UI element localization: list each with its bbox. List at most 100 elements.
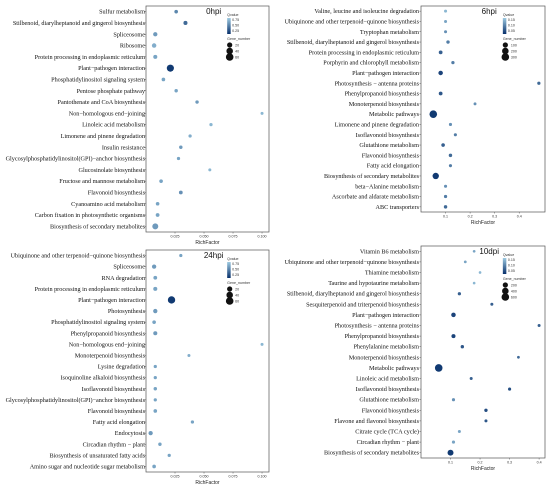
data-point bbox=[451, 334, 456, 339]
term-label: Ubiquinone and other terpenoid−quinone b… bbox=[285, 18, 420, 25]
data-point bbox=[167, 296, 176, 304]
data-point bbox=[484, 408, 488, 412]
term-label: Ubiquinone and other terpenoid−quinone b… bbox=[11, 253, 146, 260]
x-tick-label: 0.025 bbox=[171, 235, 180, 239]
data-point bbox=[448, 164, 453, 168]
gene-legend-dot bbox=[225, 297, 234, 305]
qvalue-tick: 0.15 bbox=[508, 18, 515, 22]
data-point bbox=[451, 440, 456, 444]
data-point bbox=[153, 398, 157, 402]
gene-legend-label: 200 bbox=[511, 49, 517, 53]
panel-title: 6hpi bbox=[482, 7, 497, 16]
x-tick-label: 0.4 bbox=[517, 215, 522, 219]
qvalue-legend-title: Qvalue bbox=[503, 253, 514, 257]
gene-legend-dot bbox=[502, 282, 508, 288]
data-point bbox=[537, 323, 541, 328]
gene-legend-label: 300 bbox=[511, 55, 517, 59]
qvalue-tick: 0.05 bbox=[508, 29, 515, 33]
data-point bbox=[260, 111, 264, 115]
data-point bbox=[187, 353, 191, 357]
qvalue-tick: 0.10 bbox=[508, 264, 515, 268]
x-tick-label: 0.050 bbox=[200, 475, 209, 479]
term-label: Flavonoid biosynthesis bbox=[88, 408, 146, 415]
gene-legend-label: 40 bbox=[235, 293, 239, 297]
gene-legend-dot bbox=[501, 53, 510, 61]
term-label: Plant−pathogen interaction bbox=[352, 312, 419, 319]
term-label: Carbon fixation in photosynthetic organi… bbox=[35, 212, 146, 219]
data-point bbox=[478, 271, 482, 274]
data-point bbox=[179, 145, 183, 149]
data-point bbox=[152, 223, 159, 230]
term-label: Linoleic acid metabolism bbox=[82, 122, 145, 129]
qvalue-colorbar bbox=[227, 18, 231, 34]
data-point bbox=[432, 172, 439, 180]
term-label: Amino sugar and nucleotide sugar metabol… bbox=[30, 463, 145, 470]
data-point bbox=[153, 54, 158, 59]
data-point bbox=[148, 431, 153, 436]
gene-number-legend: Gene_number 200 400 600 bbox=[501, 277, 527, 301]
qvalue-tick: 0.25 bbox=[232, 29, 239, 33]
term-label: Endocytosis bbox=[115, 430, 146, 437]
data-point bbox=[457, 292, 462, 296]
qvalue-colorbar bbox=[227, 262, 231, 278]
term-label: Stilbenoid, diarylheptanoid and gingerol… bbox=[287, 291, 420, 298]
term-label: Flavone and flavonol biosynthesis bbox=[334, 418, 419, 425]
x-tick-label: 0.025 bbox=[171, 475, 180, 479]
data-point bbox=[463, 260, 467, 264]
term-label: Phenylpropanoid biosynthesis bbox=[71, 330, 146, 337]
gene-legend-dot bbox=[501, 293, 510, 301]
x-tick-label: 0.050 bbox=[200, 235, 209, 239]
term-label: Insulin resistance bbox=[102, 144, 145, 151]
panel-6hpi: 6hpi Valine, leucine and isoleucine degra… bbox=[285, 5, 546, 226]
term-label: Isoflavonoid biosynthesis bbox=[82, 386, 146, 393]
term-label: Flavonoid biosynthesis bbox=[362, 407, 420, 414]
gene-legend-label: 40 bbox=[235, 49, 239, 53]
data-point bbox=[178, 190, 183, 195]
term-label: Lysine degradation bbox=[98, 364, 145, 371]
data-point bbox=[434, 364, 443, 372]
data-point bbox=[444, 30, 448, 34]
term-label: Biosynthesis of secondary metabolites bbox=[50, 223, 146, 230]
term-label: Monoterpenoid biosynthesis bbox=[75, 352, 146, 359]
x-tick-label: 0.2 bbox=[478, 461, 483, 465]
term-label: Spliceosome bbox=[113, 31, 145, 38]
term-label: Phenylpropanoid biosynthesis bbox=[345, 333, 420, 340]
term-label: Sulfur metabolism bbox=[99, 9, 145, 16]
gene-legend-label: 60 bbox=[235, 299, 239, 303]
data-point bbox=[517, 355, 520, 359]
term-label: Fructose and mannose metabolism bbox=[59, 178, 145, 185]
term-label: Biosynthesis of unsaturated fatty acids bbox=[49, 452, 145, 459]
data-point bbox=[490, 302, 494, 306]
x-axis-label: RichFactor bbox=[471, 466, 496, 472]
data-point bbox=[446, 40, 450, 44]
term-label: Valine, leucine and isoleucine degradati… bbox=[314, 8, 419, 15]
plot-frame bbox=[420, 245, 546, 459]
term-label: Vitamin B6 metabolism bbox=[360, 248, 419, 255]
data-point bbox=[441, 143, 445, 147]
gene-legend-title: Gene_number bbox=[227, 281, 251, 285]
term-label: Phosphatidylinositol signaling system bbox=[51, 319, 145, 326]
data-point bbox=[444, 9, 448, 13]
data-point bbox=[153, 364, 157, 369]
term-label: Photosynthesis − antenna proteins bbox=[335, 80, 420, 87]
gene-legend-label: 20 bbox=[235, 43, 239, 47]
term-label: Phenylalanine metabolism bbox=[354, 344, 420, 351]
term-label: Metabolic pathways bbox=[369, 111, 420, 118]
qvalue-tick: 0.05 bbox=[508, 269, 515, 273]
data-point bbox=[444, 19, 448, 23]
term-label: Protein processing in endoplasmic reticu… bbox=[309, 49, 420, 56]
x-axis-label: RichFactor bbox=[195, 240, 220, 246]
x-tick-label: 0.100 bbox=[258, 235, 267, 239]
data-point bbox=[195, 100, 199, 104]
term-label: Phenylpropanoid biosynthesis bbox=[345, 91, 420, 98]
qvalue-legend-title: Qvalue bbox=[503, 13, 514, 17]
data-point bbox=[451, 312, 456, 318]
term-label: Fatty acid elongation bbox=[93, 419, 145, 426]
x-tick-label: 0.1 bbox=[443, 215, 448, 219]
term-label: Metabolic pathways bbox=[369, 365, 420, 372]
data-point bbox=[209, 123, 213, 127]
term-label: Circadian rhythm − plant bbox=[83, 441, 146, 448]
data-point bbox=[457, 429, 461, 434]
plot-frame bbox=[145, 249, 270, 473]
panel-24hpi: 24hpi Ubiquinone and other terpenoid−quin… bbox=[6, 249, 270, 486]
